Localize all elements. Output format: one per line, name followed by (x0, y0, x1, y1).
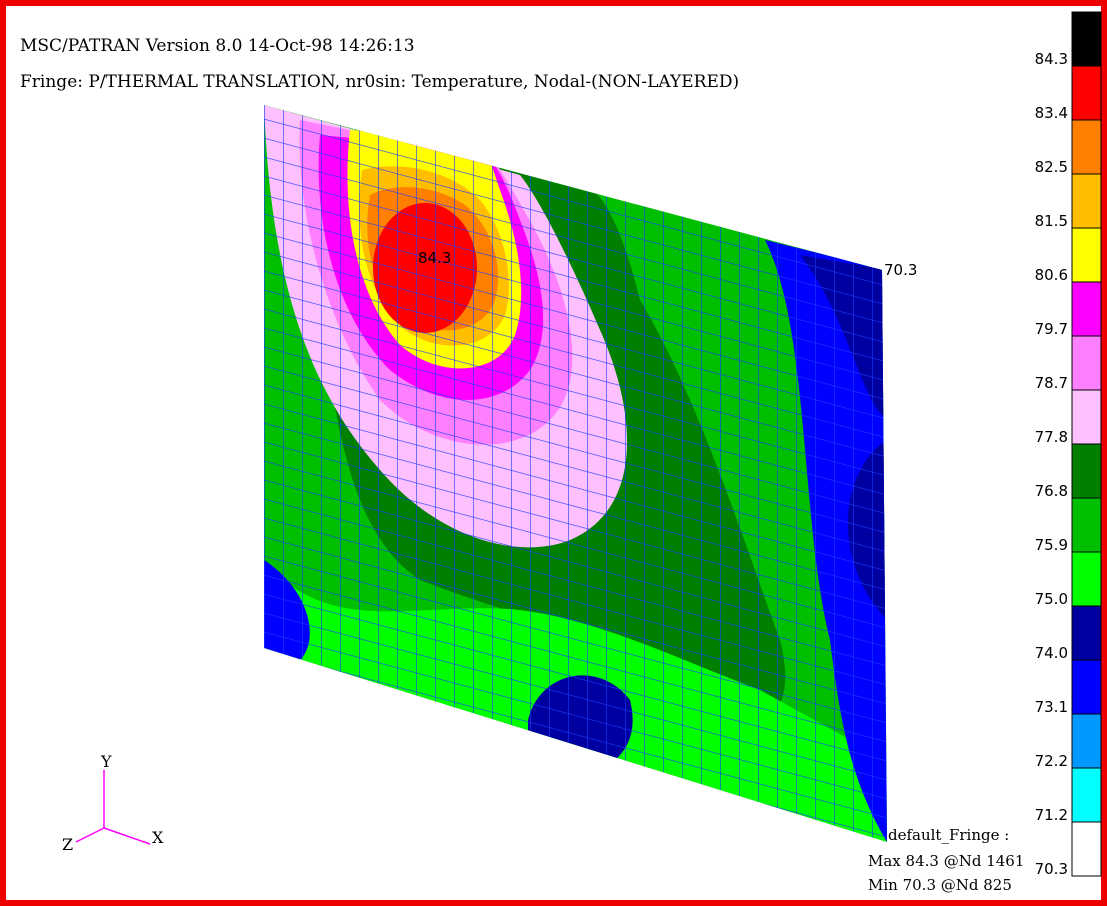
legend-swatch (1071, 767, 1102, 823)
legend-level-label: 73.1 (1035, 698, 1068, 716)
legend-level-label: 72.2 (1035, 752, 1068, 770)
legend-level-label: 71.2 (1035, 806, 1068, 824)
legend-level-label: 84.3 (1035, 50, 1068, 68)
z-axis-line (75, 827, 105, 843)
contour-surface (264, 105, 887, 842)
y-axis-label: Y (100, 752, 112, 771)
legend-swatch (1071, 659, 1102, 715)
axis-triad: Y Z X (62, 752, 164, 854)
legend-swatch (1071, 65, 1102, 121)
legend-swatch (1071, 227, 1102, 283)
legend-level-label: 81.5 (1035, 212, 1068, 230)
legend-swatch (1071, 443, 1102, 499)
legend-swatch (1071, 119, 1102, 175)
fringe-legend: 84.3 83.4 82.5 81.5 80.6 79.7 78.7 77.8 76.8 75.9… (1035, 11, 1102, 878)
element-mesh (264, 105, 887, 842)
max-value-marker: 84.3 (418, 249, 451, 267)
legend-level-label: 74.0 (1035, 644, 1068, 662)
x-axis-label: X (152, 828, 164, 847)
min-value-marker: 70.3 (884, 261, 917, 279)
legend-level-label: 70.3 (1035, 860, 1068, 878)
legend-swatch (1071, 335, 1102, 391)
legend-level-label: 78.7 (1035, 374, 1068, 392)
legend-level-label: 83.4 (1035, 104, 1068, 122)
x-axis-line (103, 827, 151, 845)
legend-swatch (1071, 389, 1102, 445)
max-summary: Max 84.3 @Nd 1461 (868, 852, 1025, 870)
legend-level-label: 75.0 (1035, 590, 1068, 608)
legend-swatch (1071, 551, 1102, 607)
legend-level-label: 80.6 (1035, 266, 1068, 284)
legend-swatch (1071, 713, 1102, 769)
legend-swatch (1071, 11, 1102, 67)
legend-swatch (1071, 173, 1102, 229)
legend-level-label: 82.5 (1035, 158, 1068, 176)
legend-swatch (1071, 281, 1102, 337)
legend-level-label: 76.8 (1035, 482, 1068, 500)
min-summary: Min 70.3 @Nd 825 (868, 876, 1012, 894)
fringe-name: default_Fringe : (888, 826, 1010, 844)
legend-level-label: 77.8 (1035, 428, 1068, 446)
legend-swatch (1071, 605, 1102, 661)
legend-level-label: 75.9 (1035, 536, 1068, 554)
z-axis-label: Z (62, 835, 73, 854)
fringe-title: Fringe: P/THERMAL TRANSLATION, nr0sin: T… (20, 72, 740, 92)
legend-level-label: 79.7 (1035, 320, 1068, 338)
version-title: MSC/PATRAN Version 8.0 14-Oct-98 14:26:1… (20, 36, 415, 56)
legend-swatch (1071, 821, 1102, 877)
legend-swatch (1071, 497, 1102, 553)
